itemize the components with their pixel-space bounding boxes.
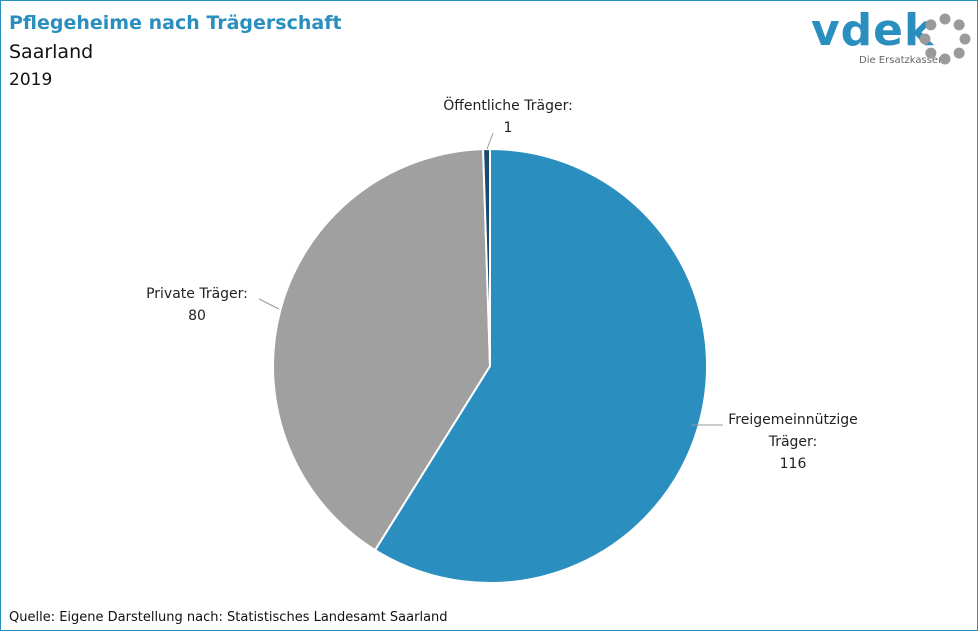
logo-ring-dot: [939, 13, 951, 25]
pie-slice-1: [272, 148, 492, 552]
data-label-name-2: Öffentliche Träger:: [443, 96, 573, 114]
logo-tagline: Die Ersatzkassen: [859, 55, 945, 66]
source-note: Quelle: Eigene Darstellung nach: Statist…: [9, 610, 448, 625]
logo-wordmark: vdek: [811, 5, 935, 56]
logo-ring-dot: [925, 47, 937, 59]
chart-title: Pflegeheime nach Trägerschaft: [9, 12, 342, 34]
data-label-name-0: Träger:: [768, 434, 818, 450]
data-label-name-1: Private Träger:: [146, 286, 248, 302]
leader-line-1: [258, 298, 280, 310]
data-label-name-0: Freigemeinnützige: [728, 412, 857, 428]
logo-ring-dot: [919, 33, 931, 45]
logo-ring-dot: [939, 53, 951, 65]
data-label-value-2: 1: [504, 120, 513, 136]
chart-year: 2019: [9, 70, 53, 90]
chart-subtitle: Saarland: [9, 41, 94, 63]
data-label-value-1: 80: [188, 308, 206, 324]
logo-ring-dot: [925, 19, 937, 31]
vdek-logo: vdek Die Ersatzkassen: [811, 5, 976, 71]
pie-slice-2: [482, 147, 491, 367]
leader-line-2: [486, 132, 494, 150]
logo-ring-dot: [959, 33, 971, 45]
logo-ring-icon: [919, 13, 971, 65]
logo-ring-dot: [953, 19, 965, 31]
pie-chart: Freigemeinnützige Träger: 116 Private Träge…: [146, 96, 858, 584]
logo-ring-dot: [953, 47, 965, 59]
pie-slice-0: [373, 147, 709, 584]
data-label-value-0: 116: [780, 456, 807, 472]
